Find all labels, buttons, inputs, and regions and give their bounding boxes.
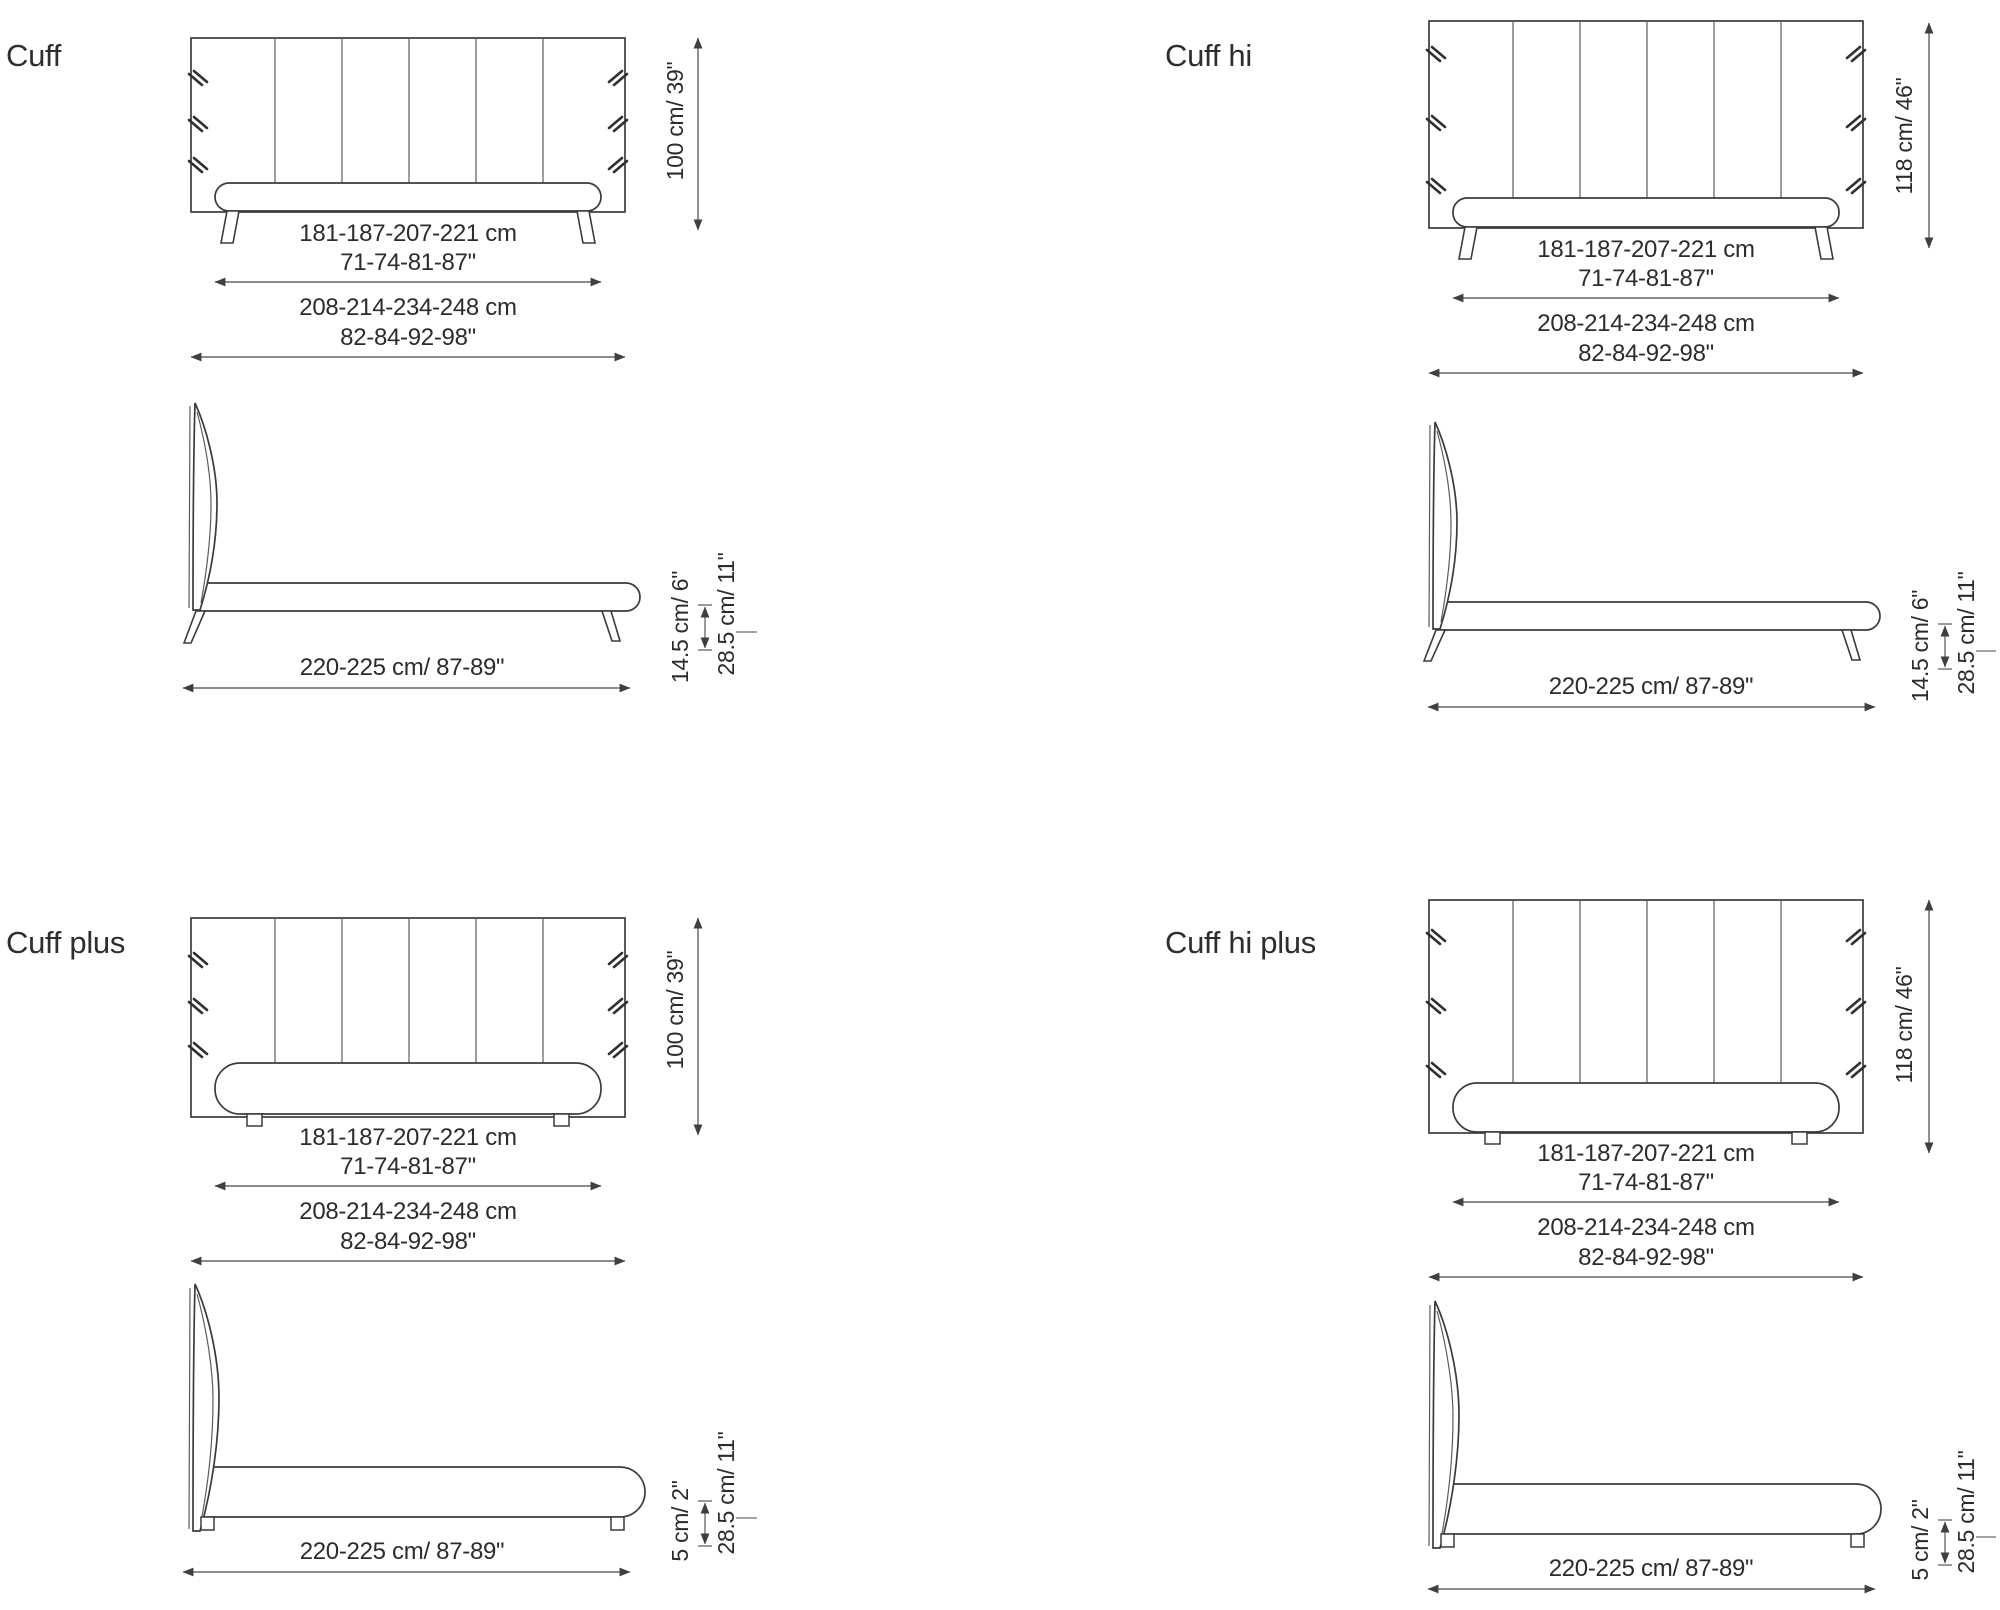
- cuff-hi-plus-side-view: 220-225 cm/ 87-89" 5 cm/ 2" 28.5 cm/ 11": [1427, 1300, 1996, 1594]
- length-label: 220-225 cm/ 87-89": [1549, 1555, 1754, 1582]
- model-label: Cuff plus: [6, 925, 125, 960]
- headboard-side-edge: [1428, 1304, 1431, 1547]
- bed-width-label-cm: 181-187-207-221 cm: [1537, 236, 1754, 263]
- headboard-side-edge: [188, 405, 191, 609]
- headboard-front: [1428, 20, 1864, 229]
- bed-foot: [1484, 1131, 1501, 1145]
- headboard-side-profile: [1432, 421, 1458, 630]
- bed-foot: [610, 1516, 625, 1531]
- headboard-side-edge: [188, 1287, 191, 1530]
- cuff-hi-side-view: 220-225 cm/ 87-89" 14.5 cm/ 6" 28.5 cm/ …: [1422, 421, 1996, 712]
- bed-width-label-cm: 181-187-207-221 cm: [1537, 1140, 1754, 1167]
- bed-leg: [576, 210, 596, 244]
- bed-foot: [1440, 1533, 1455, 1548]
- model-label: Cuff: [6, 38, 62, 73]
- cuff-front-view: 181-187-207-221 cm 71-74-81-87" 208-214-…: [187, 37, 703, 362]
- bed-frame-side: [1438, 601, 1881, 631]
- bed-leg: [1840, 629, 1862, 661]
- length-label: 220-225 cm/ 87-89": [300, 654, 505, 681]
- frame-width-label-cm: 208-214-234-248 cm: [1537, 1214, 1754, 1241]
- frame-width-label-in: 82-84-92-98": [340, 1228, 476, 1255]
- top-height-label: 28.5 cm/ 11": [713, 552, 739, 675]
- stitch-ticks: [187, 951, 629, 1059]
- cuff-plus-front-view: 181-187-207-221 cm 71-74-81-87" 208-214-…: [187, 917, 703, 1266]
- headboard-side-profile: [192, 1283, 220, 1532]
- cuff-hi-front-view: 181-187-207-221 cm 71-74-81-87" 208-214-…: [1425, 20, 1934, 378]
- stitch-ticks: [1425, 45, 1867, 195]
- cuff-hi-plus-section: Cuff hi plus 181-187-207-22: [1165, 899, 1996, 1594]
- bed-width-label-in: 71-74-81-87": [1578, 265, 1714, 292]
- length-label: 220-225 cm/ 87-89": [300, 1538, 505, 1565]
- headboard-side-contour: [1436, 1310, 1454, 1540]
- frame-width-label-in: 82-84-92-98": [1578, 1244, 1714, 1271]
- cuff-section: Cuff 181-187-207-221 cm: [6, 37, 757, 693]
- bed-frame-side: [198, 1466, 646, 1518]
- frame-width-label-in: 82-84-92-98": [1578, 340, 1714, 367]
- bed-leg: [220, 210, 240, 244]
- height-label: 100 cm/ 39": [662, 62, 688, 181]
- headboard-side-contour: [196, 411, 212, 604]
- bed-leg: [1814, 226, 1834, 260]
- cuff-plus-section: Cuff plus 181-187-207-221 c: [6, 917, 757, 1577]
- mini-dimension-arrow: [698, 604, 712, 651]
- bed-leg: [1458, 226, 1478, 260]
- bed-frame-front: [1452, 1082, 1840, 1133]
- stitch-ticks: [1425, 928, 1867, 1079]
- bed-width-label-cm: 181-187-207-221 cm: [299, 220, 516, 247]
- headboard-seams: [274, 918, 544, 1063]
- bed-frame-front: [1452, 197, 1840, 228]
- headboard-side-contour: [1436, 430, 1452, 623]
- mini-dimension-arrow: [1938, 1519, 1952, 1566]
- frame-width-label-cm: 208-214-234-248 cm: [299, 294, 516, 321]
- frame-width-label-cm: 208-214-234-248 cm: [1537, 310, 1754, 337]
- headboard-side-profile: [1432, 1300, 1460, 1549]
- cuff-hi-section: Cuff hi 181-187-207-221 cm: [1165, 20, 1996, 712]
- headboard-side-edge: [1428, 424, 1431, 628]
- stitch-ticks: [187, 69, 629, 174]
- bed-foot: [246, 1113, 263, 1127]
- model-label: Cuff hi: [1165, 38, 1252, 73]
- bed-leg: [182, 610, 207, 644]
- height-label: 100 cm/ 39": [662, 951, 688, 1070]
- headboard-seams: [1512, 900, 1782, 1083]
- model-label: Cuff hi plus: [1165, 925, 1316, 960]
- bed-foot: [1850, 1533, 1865, 1548]
- bed-frame-side: [198, 582, 641, 612]
- bed-foot: [553, 1113, 570, 1127]
- top-height-label: 28.5 cm/ 11": [1953, 1450, 1979, 1573]
- bed-width-label-in: 71-74-81-87": [1578, 1169, 1714, 1196]
- height-label: 118 cm/ 46": [1891, 966, 1917, 1083]
- headboard-seams: [274, 38, 544, 183]
- cuff-plus-side-view: 220-225 cm/ 87-89" 5 cm/ 2" 28.5 cm/ 11": [182, 1283, 757, 1577]
- bed-width-label-in: 71-74-81-87": [340, 1153, 476, 1180]
- top-height-label: 28.5 cm/ 11": [713, 1431, 739, 1554]
- bed-width-label-cm: 181-187-207-221 cm: [299, 1124, 516, 1151]
- frame-width-label-in: 82-84-92-98": [340, 324, 476, 351]
- bed-foot: [1791, 1131, 1808, 1145]
- mini-dimension-arrow: [1938, 623, 1952, 670]
- rail-height-label: 5 cm/ 2": [667, 1480, 693, 1561]
- rail-height-label: 14.5 cm/ 6": [667, 571, 693, 683]
- bed-frame-front: [214, 182, 602, 212]
- headboard-side-profile: [192, 402, 218, 611]
- mini-dimension-arrow: [698, 1500, 712, 1547]
- rail-height-label: 14.5 cm/ 6": [1907, 590, 1933, 702]
- bed-leg: [1422, 629, 1447, 662]
- bed-width-label-in: 71-74-81-87": [340, 249, 476, 276]
- headboard-seams: [1512, 21, 1782, 198]
- bed-frame-side: [1438, 1483, 1882, 1535]
- bed-leg: [600, 610, 622, 642]
- headboard-side-contour: [196, 1293, 214, 1523]
- bed-frame-front: [214, 1062, 602, 1115]
- cuff-hi-plus-front-view: 181-187-207-221 cm 71-74-81-87" 208-214-…: [1425, 899, 1934, 1282]
- cuff-side-view: 220-225 cm/ 87-89" 14.5 cm/ 6" 28.5 cm/ …: [182, 402, 757, 693]
- rail-height-label: 5 cm/ 2": [1907, 1499, 1933, 1580]
- top-height-label: 28.5 cm/ 11": [1953, 571, 1979, 694]
- frame-width-label-cm: 208-214-234-248 cm: [299, 1198, 516, 1225]
- height-label: 118 cm/ 46": [1891, 77, 1917, 194]
- length-label: 220-225 cm/ 87-89": [1549, 673, 1754, 700]
- bed-foot: [200, 1516, 215, 1531]
